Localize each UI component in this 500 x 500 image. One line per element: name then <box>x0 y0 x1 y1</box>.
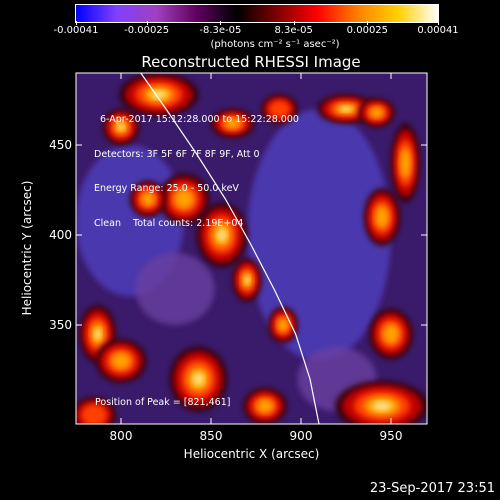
heatmap-positive-region <box>335 380 427 424</box>
colorbar-tick-label: -0.00025 <box>124 25 170 36</box>
x-tick-label: 900 <box>290 429 313 443</box>
heatmap-positive-region <box>243 388 287 424</box>
colorbar-tick-mark <box>293 21 295 25</box>
heatmap-positive-region <box>130 181 166 217</box>
chart-title: Reconstructed RHESSI Image <box>141 53 361 71</box>
heatmap-positive-region <box>358 98 395 127</box>
heatmap-positive-region <box>95 339 147 383</box>
heatmap-positive-region <box>261 94 298 124</box>
colorbar-units: (photons cm⁻² s⁻¹ asec⁻²) <box>210 39 340 50</box>
annotation-clean: Clean Total counts: 2.19E+04 <box>94 217 244 229</box>
colorbar-tick-label: 0.00041 <box>417 25 459 36</box>
heatmap-positive-region <box>158 173 210 225</box>
y-tick-label: 400 <box>49 228 72 242</box>
colorbar-tick-label: -0.00041 <box>53 25 99 36</box>
colorbar-tick-mark <box>367 21 369 25</box>
plot-frame <box>75 72 428 425</box>
y-tick-label: 350 <box>49 318 72 332</box>
y-axis-label: Heliocentric Y (arcsec) <box>20 180 34 316</box>
footer-timestamp: 23-Sep-2017 23:51 <box>369 481 495 496</box>
heatmap-positive-region <box>364 188 400 246</box>
solar-limb-curve <box>140 73 320 424</box>
colorbar-tick-mark <box>76 21 77 25</box>
heatmap-negative-region <box>135 253 215 325</box>
x-axis-label: Heliocentric X (arcsec) <box>183 447 320 461</box>
heatmap-positive-region <box>196 202 247 268</box>
x-tick-label: 850 <box>200 429 223 443</box>
annotation-energy: Energy Range: 25.0 - 50.0 keV <box>94 183 239 194</box>
heatmap-positive-region <box>391 123 420 203</box>
heatmap-positive-region <box>119 73 199 117</box>
annotation-time-range: 6-Apr-2017 15:12:28.000 to 15:22:28.000 <box>100 114 299 125</box>
x-tick-label: 800 <box>110 429 133 443</box>
heatmap-positive-region <box>76 397 116 424</box>
colorbar-tick-mark <box>146 21 148 25</box>
heatmap-positive-region <box>103 109 139 145</box>
colorbar-tick-label: -8.3e-05 <box>199 25 242 36</box>
heatmap-positive-region <box>369 308 413 360</box>
heatmap-negative-region <box>247 109 391 361</box>
annotation-detectors: Detectors: 3F 5F 6F 7F 8F 9F, Att 0 <box>94 148 260 160</box>
colorbar-tick-label: 0.00025 <box>346 25 389 36</box>
heatmap-positive-region <box>268 307 298 343</box>
annotation-peak: Position of Peak = [821,461] <box>95 397 231 408</box>
heatmap-image <box>76 73 427 424</box>
colorbar-tick-mark <box>438 21 439 25</box>
colorbar-tick-label: 8.3e-05 <box>274 25 313 36</box>
annotation-block: 6-Apr-2017 15:12:28.000 to 15:22:28.000 … <box>94 91 299 241</box>
heatmap-positive-region <box>169 346 228 412</box>
heatmap-positive-region <box>232 258 262 302</box>
heatmap-positive-region <box>211 109 255 138</box>
x-tick-label: 950 <box>380 429 403 443</box>
y-tick-label: 450 <box>49 138 72 152</box>
colorbar-tick-labels: -0.00041 -0.00025 -8.3e-05 8.3e-05 0.00025 0.… <box>0 21 500 39</box>
colorbar-tick-mark <box>220 21 222 25</box>
colorbar <box>75 4 439 23</box>
